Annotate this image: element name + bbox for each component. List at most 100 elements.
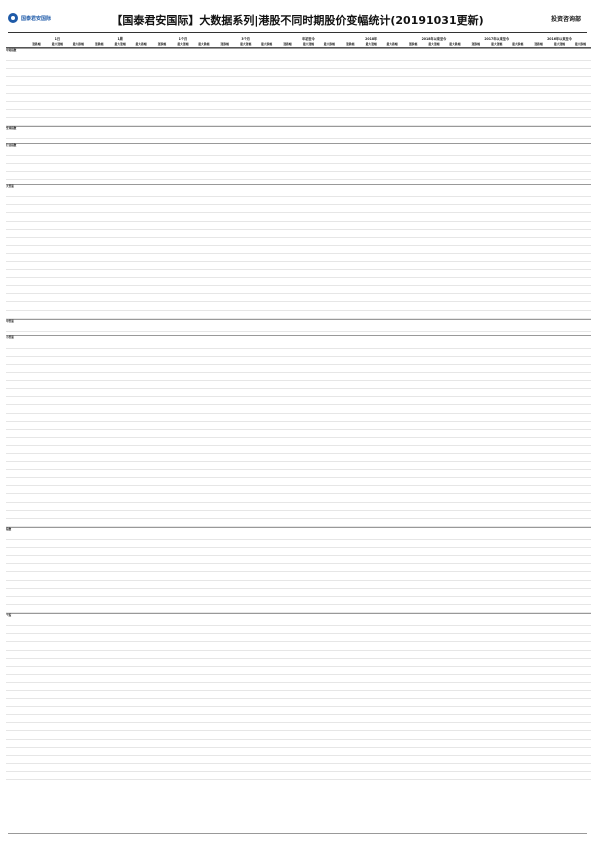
table-row bbox=[6, 393, 591, 398]
table-row bbox=[6, 544, 591, 549]
table-row bbox=[6, 638, 591, 643]
table-row bbox=[6, 592, 591, 597]
column-label: 涨跌幅 bbox=[408, 42, 418, 46]
section-header: 全球指数 bbox=[6, 126, 591, 131]
table-row bbox=[6, 474, 591, 479]
period-group-4: 3个月 bbox=[241, 37, 250, 41]
page-title: 【国泰君安国际】大数据系列|港股不同时期股价变幅统计(20191031更新) bbox=[111, 14, 484, 27]
table-row bbox=[6, 506, 591, 511]
table-row bbox=[6, 385, 591, 390]
section-header: 中型股 bbox=[6, 318, 591, 324]
table-row bbox=[6, 727, 591, 732]
table-row bbox=[6, 662, 591, 667]
column-spacer bbox=[6, 42, 26, 47]
table-row bbox=[6, 743, 591, 748]
table-row bbox=[6, 89, 591, 94]
column-label: 最大涨幅 bbox=[553, 42, 566, 46]
table-row bbox=[6, 751, 591, 756]
table-row bbox=[6, 193, 591, 198]
table-row bbox=[6, 249, 591, 254]
table-row bbox=[6, 113, 591, 118]
column-label: 最大跌幅 bbox=[323, 42, 335, 46]
period-group-5: 年初至今 bbox=[302, 37, 315, 41]
table-row bbox=[6, 160, 591, 165]
table-row bbox=[6, 482, 591, 487]
period-group-header: 1日 1周 1个月 3个月 年初至今 2018年 2018年以来至今 2017年以来至今 201… bbox=[6, 36, 591, 42]
table-row bbox=[6, 314, 591, 319]
column-label: 最大涨幅 bbox=[428, 42, 440, 46]
table-row bbox=[6, 654, 591, 659]
table-row bbox=[6, 678, 591, 683]
column-label: 最大跌幅 bbox=[386, 42, 398, 46]
table-row bbox=[6, 433, 591, 438]
table-row bbox=[6, 568, 591, 573]
table-row bbox=[6, 209, 591, 214]
table-row bbox=[6, 105, 591, 110]
table-row bbox=[6, 584, 591, 589]
table-row bbox=[6, 352, 591, 357]
table-row bbox=[6, 630, 591, 635]
period-group-2: 1周 bbox=[117, 37, 123, 41]
table-row bbox=[6, 73, 591, 78]
table-row bbox=[6, 608, 591, 613]
table-row bbox=[6, 360, 591, 365]
table-row bbox=[6, 266, 591, 271]
table-row bbox=[6, 514, 591, 519]
column-label: 最大涨幅 bbox=[302, 42, 315, 46]
column-label: 最大涨幅 bbox=[114, 42, 126, 46]
table-row bbox=[6, 135, 591, 140]
table-row bbox=[6, 290, 591, 295]
table-row bbox=[6, 670, 591, 675]
table-row bbox=[6, 225, 591, 230]
table-row bbox=[6, 201, 591, 206]
period-group-1: 1日 bbox=[54, 37, 61, 41]
table-row bbox=[6, 560, 591, 565]
period-group-7: 2018年以来至今 bbox=[421, 37, 447, 41]
column-label: 最大跌幅 bbox=[198, 42, 210, 46]
column-label: 涨跌幅 bbox=[220, 42, 229, 46]
section-header: 指数 bbox=[6, 526, 591, 532]
column-label: 最大跌幅 bbox=[261, 42, 273, 46]
table-row bbox=[6, 466, 591, 471]
logo-icon bbox=[8, 13, 18, 23]
table-row bbox=[6, 735, 591, 740]
column-label: 涨跌幅 bbox=[283, 42, 292, 46]
column-label: 涨跌幅 bbox=[95, 42, 104, 46]
table-row bbox=[6, 600, 591, 605]
table-row bbox=[6, 536, 591, 541]
table-row bbox=[6, 646, 591, 651]
table-row bbox=[6, 233, 591, 238]
logo-text: 国泰君安国际 bbox=[21, 15, 52, 22]
column-label: 最大跌幅 bbox=[72, 42, 84, 46]
table-row bbox=[6, 458, 591, 463]
table-row bbox=[6, 306, 591, 311]
page-header: 国泰君安国际 【国泰君安国际】大数据系列|港股不同时期股价变幅统计(201910… bbox=[0, 0, 595, 34]
table-row bbox=[6, 217, 591, 222]
table-row bbox=[6, 767, 591, 772]
table-row bbox=[6, 298, 591, 303]
section-header: 大型股 bbox=[6, 183, 591, 189]
table-row bbox=[6, 449, 591, 454]
column-label: 最大涨幅 bbox=[365, 42, 377, 46]
column-label: 涨跌幅 bbox=[471, 42, 481, 46]
table-row bbox=[6, 241, 591, 246]
table-row bbox=[6, 401, 591, 406]
column-label: 涨跌幅 bbox=[157, 42, 167, 46]
brand-logo: 国泰君安国际 bbox=[8, 13, 51, 23]
table-row bbox=[6, 622, 591, 627]
section-header: 行业指数 bbox=[6, 142, 591, 148]
table-row bbox=[6, 369, 591, 374]
table-body: 中资指数 全球指数 行业指数 大型股 中型股 小型股 指数 个股 bbox=[6, 48, 591, 781]
column-label: 最大跌幅 bbox=[512, 42, 524, 46]
table-row bbox=[6, 327, 591, 332]
header-divider bbox=[8, 32, 587, 33]
section-header: 中资指数 bbox=[6, 48, 591, 53]
footer-divider bbox=[8, 833, 587, 834]
section-header: 小型股 bbox=[6, 335, 591, 340]
column-label: 最大跌幅 bbox=[574, 42, 587, 46]
table-row bbox=[6, 425, 591, 430]
table-row bbox=[6, 121, 591, 127]
column-label: 最大涨幅 bbox=[177, 42, 189, 46]
column-label: 最大涨幅 bbox=[491, 42, 503, 46]
table-row bbox=[6, 552, 591, 557]
